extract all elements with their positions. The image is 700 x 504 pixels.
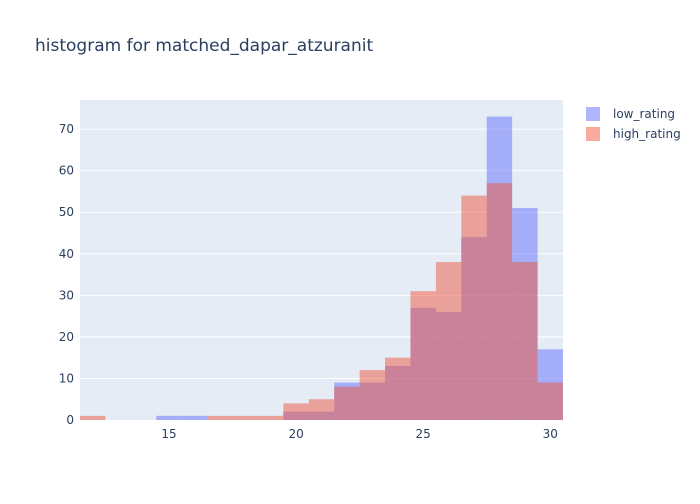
bar-high_rating[interactable] <box>410 291 436 420</box>
y-tick-label: 10 <box>59 371 74 385</box>
bar-high_rating[interactable] <box>512 262 538 420</box>
legend-swatch[interactable] <box>586 107 600 121</box>
bar-high_rating[interactable] <box>257 415 284 420</box>
bar-high_rating[interactable] <box>308 399 335 420</box>
legend-label[interactable]: low_rating <box>613 107 675 121</box>
bar-high_rating[interactable] <box>334 386 360 420</box>
bar-high_rating[interactable] <box>283 403 309 420</box>
bar-low_rating[interactable] <box>156 415 182 420</box>
bar-high_rating[interactable] <box>537 382 563 420</box>
y-tick-label: 70 <box>59 122 74 136</box>
y-axis: 0 10 20 30 40 50 60 70 <box>59 122 74 427</box>
legend-label[interactable]: high_rating <box>613 127 681 141</box>
bar-high_rating[interactable] <box>80 415 106 420</box>
y-tick-label: 40 <box>59 247 74 261</box>
y-tick-label: 0 <box>66 413 74 427</box>
bar-high_rating[interactable] <box>385 357 411 420</box>
y-tick-label: 20 <box>59 330 74 344</box>
bar-high_rating[interactable] <box>461 195 487 420</box>
x-tick-label: 15 <box>161 427 176 441</box>
gridlines <box>80 128 563 379</box>
bar-high_rating[interactable] <box>486 183 513 420</box>
y-tick-label: 60 <box>59 164 74 178</box>
bar-low_rating[interactable] <box>181 415 208 420</box>
y-tick-label: 30 <box>59 288 74 302</box>
bar-high_rating[interactable] <box>435 262 462 420</box>
bar-high_rating[interactable] <box>359 370 386 420</box>
legend-swatch[interactable] <box>586 127 600 141</box>
bar-high_rating[interactable] <box>232 415 258 420</box>
x-tick-label: 25 <box>416 427 431 441</box>
x-tick-label: 30 <box>543 427 558 441</box>
legend[interactable]: low_rating high_rating <box>586 107 681 141</box>
chart-title: histogram for matched_dapar_atzuranit <box>35 36 373 56</box>
x-tick-label: 20 <box>288 427 303 441</box>
bars <box>80 116 563 420</box>
x-axis: 15 20 25 30 <box>161 427 558 441</box>
bar-high_rating[interactable] <box>207 415 233 420</box>
y-tick-label: 50 <box>59 205 74 219</box>
